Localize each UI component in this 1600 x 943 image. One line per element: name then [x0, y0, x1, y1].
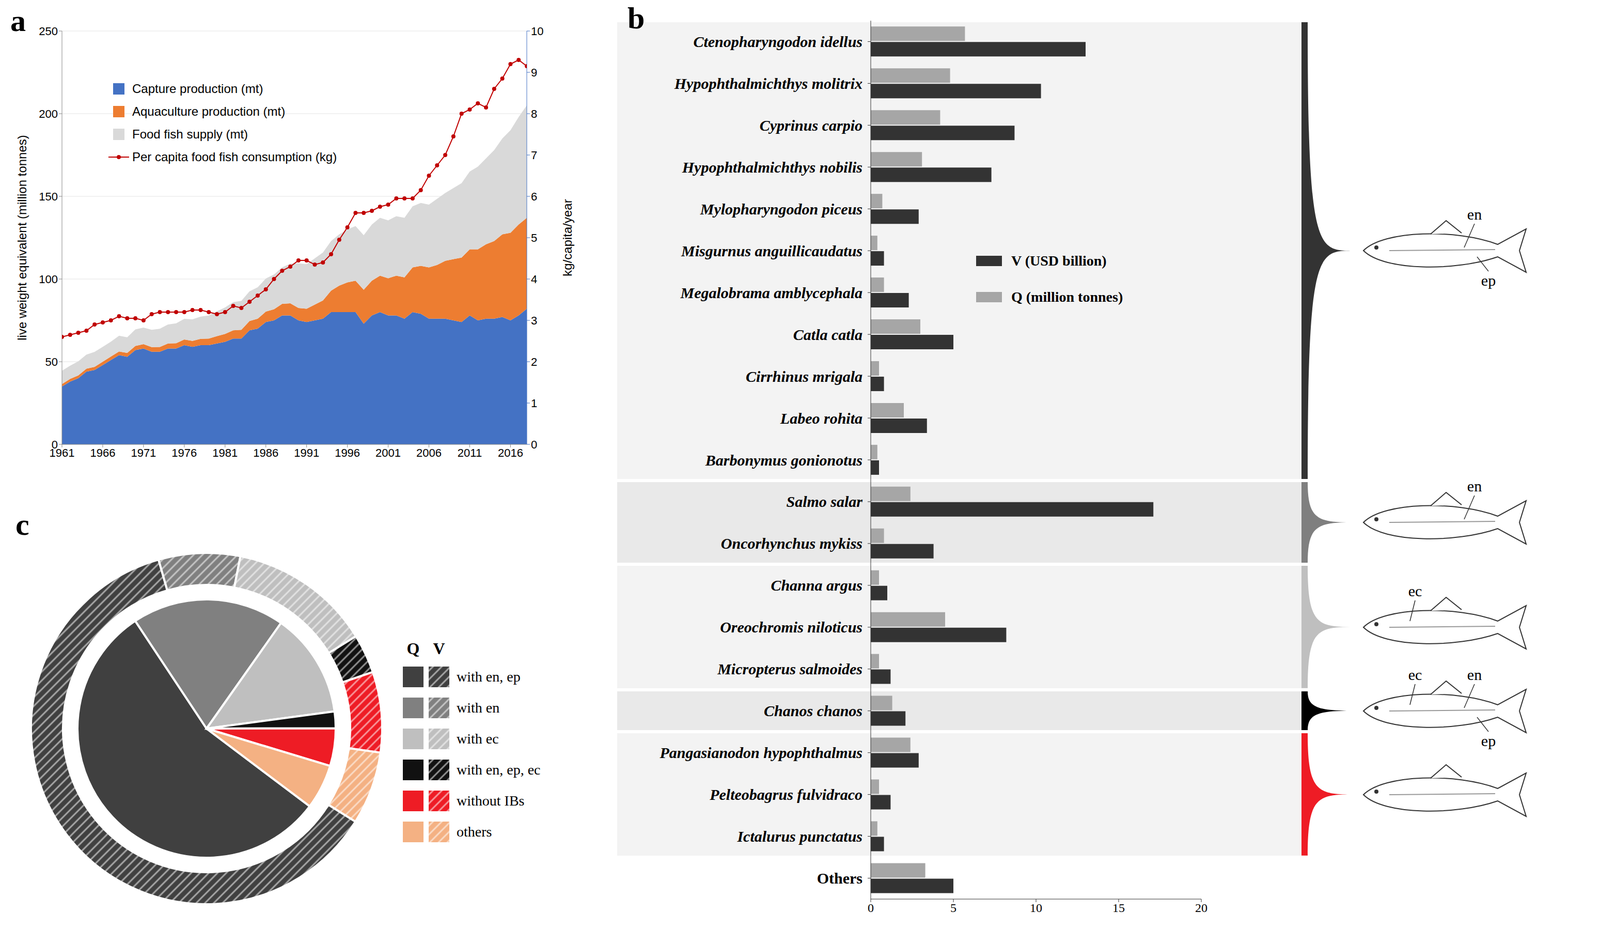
html-text:Per capita food fish consumpti: Per capita food fish consumption (kg) — [132, 149, 337, 164]
svg-text:250: 250 — [38, 24, 58, 38]
svg-text:1986: 1986 — [253, 446, 279, 460]
svg-text:200: 200 — [38, 107, 58, 121]
svg-text:Misgurnus anguillicaudatus: Misgurnus anguillicaudatus — [680, 242, 863, 260]
html-text:c: c — [15, 507, 30, 542]
html-text:with ec: with ec — [456, 730, 499, 747]
svg-text:1971: 1971 — [130, 446, 156, 460]
svg-text:Pelteobagrus fulvidraco: Pelteobagrus fulvidraco — [709, 785, 863, 803]
svg-text:1981: 1981 — [212, 446, 238, 460]
svg-text:15: 15 — [1112, 900, 1125, 915]
svg-text:7: 7 — [530, 148, 538, 162]
svg-text:en: en — [1467, 665, 1482, 683]
svg-text:1976: 1976 — [171, 446, 197, 460]
svg-text:9: 9 — [530, 66, 538, 80]
svg-text:Micropterus salmoides: Micropterus salmoides — [716, 660, 863, 678]
html-text:V (USD billion): V (USD billion) — [1011, 252, 1107, 269]
svg-text:ep: ep — [1481, 731, 1496, 749]
svg-text:Labeo rohita: Labeo rohita — [779, 409, 863, 427]
svg-text:Pangasianodon hypophthalmus: Pangasianodon hypophthalmus — [659, 743, 863, 761]
svg-text:1991: 1991 — [293, 446, 320, 460]
svg-text:2: 2 — [530, 355, 538, 369]
svg-text:1961: 1961 — [49, 446, 75, 459]
svg-text:en: en — [1467, 477, 1482, 495]
html-text:Aquaculture production (mt): Aquaculture production (mt) — [132, 104, 286, 119]
svg-text:Mylopharyngodon piceus: Mylopharyngodon piceus — [699, 200, 863, 218]
svg-text:Ictalurus punctatus: Ictalurus punctatus — [736, 827, 863, 845]
svg-text:20: 20 — [1195, 900, 1208, 915]
svg-text:Chanos chanos: Chanos chanos — [763, 701, 863, 719]
svg-text:Cyprinus carpio: Cyprinus carpio — [759, 116, 863, 134]
svg-text:2001: 2001 — [375, 446, 401, 460]
html-text:Q: Q — [406, 638, 420, 658]
svg-text:50: 50 — [45, 355, 58, 369]
html-text:Capture production (mt): Capture production (mt) — [132, 81, 264, 96]
svg-text:Hypophthalmichthys molitrix: Hypophthalmichthys molitrix — [673, 74, 863, 92]
svg-text:100: 100 — [38, 272, 58, 286]
html-text:others: others — [456, 823, 492, 840]
svg-text:Oncorhynchus mykiss: Oncorhynchus mykiss — [720, 534, 863, 552]
svg-text:2016: 2016 — [497, 446, 524, 460]
html-text:Q (million tonnes): Q (million tonnes) — [1011, 288, 1123, 305]
svg-text:2011: 2011 — [457, 446, 482, 460]
svg-text:Others: Others — [817, 869, 863, 887]
svg-text:2006: 2006 — [416, 446, 442, 460]
svg-text:Oreochromis niloticus: Oreochromis niloticus — [719, 618, 863, 636]
html-text:with en: with en — [456, 699, 500, 716]
svg-text:Megalobrama amblycephala: Megalobrama amblycephala — [680, 284, 863, 302]
svg-text:ec: ec — [1408, 582, 1423, 600]
svg-text:Barbonymus gonionotus: Barbonymus gonionotus — [704, 451, 863, 469]
svg-text:ep: ep — [1481, 271, 1496, 289]
html-text:Food fish supply (mt): Food fish supply (mt) — [132, 127, 248, 141]
svg-text:8: 8 — [530, 107, 538, 121]
html-text:with en, ep, ec: with en, ep, ec — [456, 761, 541, 778]
svg-text:live weight equivalent (millio: live weight equivalent (million tonnes) — [14, 134, 29, 341]
svg-text:Ctenopharyngodon idellus: Ctenopharyngodon idellus — [693, 33, 863, 51]
svg-text:10: 10 — [530, 24, 544, 38]
svg-text:1996: 1996 — [334, 446, 360, 460]
svg-text:en: en — [1467, 205, 1482, 223]
svg-text:5: 5 — [950, 900, 957, 915]
svg-text:3: 3 — [530, 314, 538, 327]
svg-text:kg/capita/year: kg/capita/year — [560, 198, 575, 276]
html-text:a: a — [10, 3, 26, 38]
svg-text:Channa argus: Channa argus — [770, 576, 863, 594]
svg-text:6: 6 — [530, 190, 538, 203]
html-text:V: V — [433, 638, 445, 658]
html-text:without IBs: without IBs — [456, 792, 525, 809]
svg-text:5: 5 — [530, 231, 538, 245]
html-text:with en, ep: with en, ep — [456, 668, 521, 685]
svg-text:Cirrhinus mrigala: Cirrhinus mrigala — [745, 367, 863, 385]
svg-text:4: 4 — [530, 272, 538, 286]
svg-text:0: 0 — [867, 900, 874, 915]
html-text:b: b — [627, 1, 645, 36]
svg-text:10: 10 — [1029, 900, 1043, 915]
svg-text:Catla catla: Catla catla — [793, 325, 863, 343]
svg-text:150: 150 — [38, 190, 58, 203]
svg-text:Hypophthalmichthys nobilis: Hypophthalmichthys nobilis — [681, 158, 863, 176]
svg-text:ec: ec — [1408, 665, 1423, 683]
svg-text:0: 0 — [530, 437, 538, 451]
svg-text:Salmo salar: Salmo salar — [786, 492, 863, 510]
svg-text:0: 0 — [51, 437, 58, 451]
svg-text:1966: 1966 — [89, 446, 116, 460]
svg-text:1: 1 — [530, 396, 538, 410]
